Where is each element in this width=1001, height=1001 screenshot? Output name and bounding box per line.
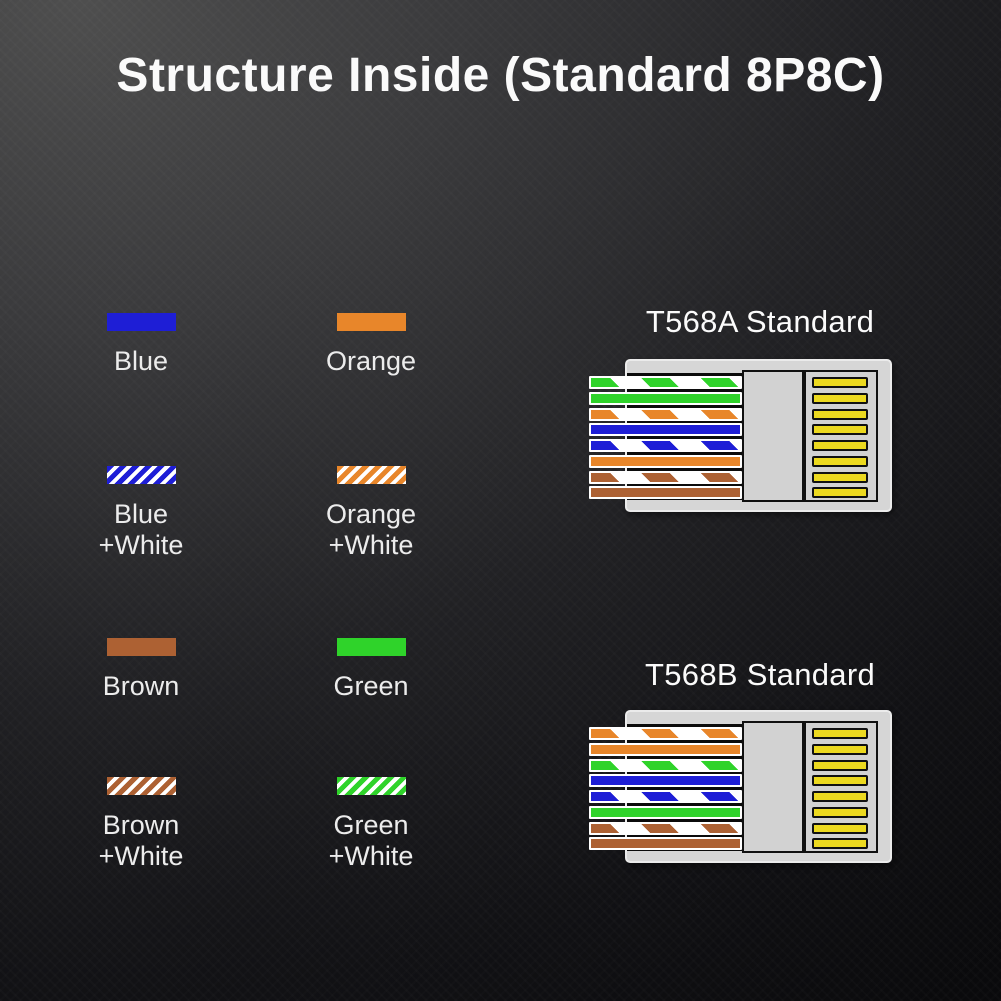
legend-label: Brown bbox=[102, 810, 180, 840]
wire-green-white bbox=[589, 759, 742, 772]
legend-swatch-orange bbox=[336, 313, 406, 331]
legend-swatch-brown-white bbox=[106, 777, 176, 795]
wire-brown bbox=[589, 486, 742, 499]
legend-label-line2: +White bbox=[328, 841, 414, 871]
legend-item-orange: Orange bbox=[291, 313, 451, 377]
contacts-housing bbox=[804, 370, 878, 502]
wire-orange-white bbox=[589, 727, 742, 740]
wire-blue bbox=[589, 423, 742, 436]
legend-item-brown-white: Brown +White bbox=[61, 777, 221, 872]
legend-label: Blue bbox=[113, 346, 169, 376]
legend-label: Orange bbox=[325, 346, 417, 376]
wire-green bbox=[589, 806, 742, 819]
contact-pin-3 bbox=[812, 760, 868, 771]
wire-green-white bbox=[589, 376, 742, 389]
contact-pin-2 bbox=[812, 393, 868, 404]
legend-swatch-blue-white bbox=[106, 466, 176, 484]
rj45-connector-t568a bbox=[589, 359, 892, 512]
contact-pin-4 bbox=[812, 775, 868, 786]
legend-label-line2: +White bbox=[98, 841, 184, 871]
wire-orange bbox=[589, 743, 742, 756]
contact-pin-7 bbox=[812, 823, 868, 834]
wire-green bbox=[589, 392, 742, 405]
legend-item-green: Green bbox=[291, 638, 451, 702]
contact-pin-5 bbox=[812, 440, 868, 451]
legend-item-blue-white: Blue +White bbox=[61, 466, 221, 561]
page-title: Structure Inside (Standard 8P8C) bbox=[116, 49, 885, 102]
legend-label: Green bbox=[333, 671, 409, 701]
legend-item-green-white: Green +White bbox=[291, 777, 451, 872]
wire-orange-white bbox=[589, 408, 742, 421]
rj45-connector-t568b bbox=[589, 710, 892, 863]
wire-brown-white bbox=[589, 471, 742, 484]
wire-brown bbox=[589, 837, 742, 850]
wire-blue bbox=[589, 774, 742, 787]
legend-label-line2: +White bbox=[98, 530, 184, 560]
contact-pin-4 bbox=[812, 424, 868, 435]
contact-pin-2 bbox=[812, 744, 868, 755]
contact-pin-5 bbox=[812, 791, 868, 802]
legend-swatch-blue bbox=[106, 313, 176, 331]
legend-label: Orange bbox=[325, 499, 417, 529]
legend-swatch-green bbox=[336, 638, 406, 656]
wire-blue-white bbox=[589, 790, 742, 803]
legend-item-orange-white: Orange +White bbox=[291, 466, 451, 561]
contact-pin-1 bbox=[812, 728, 868, 739]
strain-relief-block bbox=[742, 721, 804, 853]
legend-label: Green bbox=[333, 810, 409, 840]
contact-pin-6 bbox=[812, 807, 868, 818]
contact-pin-3 bbox=[812, 409, 868, 420]
contact-pin-1 bbox=[812, 377, 868, 388]
strain-relief-block bbox=[742, 370, 804, 502]
contact-pin-8 bbox=[812, 838, 868, 849]
connector-title-t568b: T568B Standard bbox=[645, 657, 875, 692]
legend-label-line2: +White bbox=[328, 530, 414, 560]
legend-label: Blue bbox=[113, 499, 169, 529]
connector-title-t568a: T568A Standard bbox=[645, 304, 875, 339]
wire-brown-white bbox=[589, 822, 742, 835]
legend-label: Brown bbox=[102, 671, 180, 701]
legend-swatch-green-white bbox=[336, 777, 406, 795]
wire-orange bbox=[589, 455, 742, 468]
contact-pin-6 bbox=[812, 456, 868, 467]
legend-swatch-orange-white bbox=[336, 466, 406, 484]
legend-item-blue: Blue bbox=[61, 313, 221, 377]
wire-blue-white bbox=[589, 439, 742, 452]
contact-pin-8 bbox=[812, 487, 868, 498]
contact-pin-7 bbox=[812, 472, 868, 483]
legend-item-brown: Brown bbox=[61, 638, 221, 702]
legend-swatch-brown bbox=[106, 638, 176, 656]
contacts-housing bbox=[804, 721, 878, 853]
